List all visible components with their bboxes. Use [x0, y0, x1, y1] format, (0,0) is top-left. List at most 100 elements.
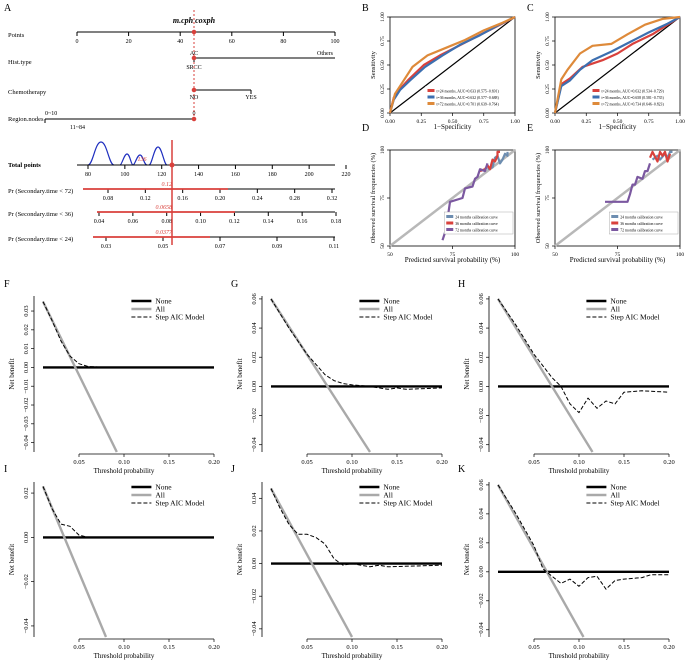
legend-entry: t=24 months, AUC=0.632 (0.534−0.729) [602, 90, 665, 95]
x-tick-label: 1.00 [510, 119, 520, 125]
highlight-dot-histtype [191, 55, 197, 61]
y-tick-label: −0.04 [251, 621, 258, 637]
x-tick-label: 0.15 [163, 459, 174, 466]
pr24-ticks: 0.03 0.05 0.07 0.09 0.11 [101, 237, 339, 250]
panel-label-k: K [458, 464, 466, 475]
x-tick-label: 0.20 [208, 459, 219, 466]
total-points-tick-label: 140 [194, 172, 203, 178]
pr36-ticks: 0.04 0.06 0.08 0.10 0.12 0.14 0.16 0.18 [94, 212, 342, 225]
legend-swatch [592, 95, 600, 99]
series-line-step-aic-model [497, 484, 669, 590]
legend-entry: All [610, 491, 620, 500]
x-tick-label: 0.10 [573, 459, 584, 466]
legend-entry: t=24 months, AUC=0.633 (0.575−0.691) [437, 90, 500, 95]
legend-entry: None [610, 297, 627, 306]
x-tick-label: 50 [387, 252, 393, 258]
x-tick-label: 0.10 [118, 644, 129, 651]
y-axis-label: Net benefit [236, 358, 244, 389]
y-tick-label: −0.02 [251, 589, 258, 604]
points-tick-label: 20 [126, 39, 132, 45]
legend-box [425, 86, 513, 108]
histtype-others: Others [317, 51, 334, 57]
legend-entry: None [155, 483, 172, 492]
y-tick-label: 0.02 [478, 537, 485, 548]
reference-diagonal [389, 149, 516, 247]
legend-swatch [427, 89, 435, 92]
pr36-tick-label: 0.04 [94, 219, 105, 225]
dca-chart-h: 0.05 0.10 0.15 0.20 −0.04 −0.02 0.00 0.02 0.04 0.… [463, 292, 675, 475]
nomogram: m.cph coxph Points 0 20 40 60 80 100 Hist.typ… [8, 10, 351, 250]
legend-box [609, 211, 679, 235]
y-tick-label: −0.04 [23, 434, 30, 450]
y-axis-label: Net benefit [463, 358, 471, 389]
y-tick-label: 0.00 [251, 558, 258, 569]
series-line-step-aic-model [270, 298, 443, 390]
panel-label-e: E [527, 123, 533, 134]
y-tick-label: 50 [380, 243, 386, 249]
x-tick-label: 75 [450, 252, 456, 258]
chemotherapy-yes: YES [245, 95, 256, 101]
region-nodes-high: 11~84 [70, 125, 85, 131]
x-axis-label: Threshold probability [322, 467, 383, 475]
legend-entry: None [383, 297, 400, 306]
x-tick-label: 0.05 [73, 459, 84, 466]
reference-diagonal [389, 16, 516, 114]
points-tick-label: 0 [76, 39, 79, 45]
pr36-tick-label: 0.12 [229, 219, 240, 225]
x-tick-label: 0.05 [528, 459, 539, 466]
x-tick-label: 0.50 [448, 119, 458, 125]
legend-box [590, 86, 678, 108]
y-tick-label: 0.00 [478, 381, 485, 392]
legend-entry: t=72 months, AUC=0.701 (0.639−0.764) [437, 103, 500, 108]
y-tick-label: 1.00 [380, 12, 386, 22]
pr24-marker: 0.0377 [156, 230, 174, 236]
series-line-all [41, 301, 118, 453]
x-tick-label: 0.20 [663, 644, 674, 651]
pr24-label: Pr (Secondary.time < 24) [8, 236, 73, 243]
y-axis-label: Net benefit [8, 358, 16, 389]
y-tick-label: 0.03 [23, 305, 30, 316]
legend-swatch [446, 215, 454, 218]
pr24-tick-label: 0.07 [215, 244, 226, 250]
y-tick-label: 0.04 [478, 322, 485, 334]
legend-entry: Step AIC Model [383, 313, 432, 322]
x-tick-label: 0.15 [391, 459, 402, 466]
legend-entry: 24 months calibration curve [455, 216, 498, 220]
dca-chart-g: 0.05 0.10 0.15 0.20 −0.04 −0.02 0.00 0.02 0.04 0.… [236, 292, 448, 475]
highlight-dot-chemo [191, 87, 197, 93]
x-tick-label: 0.25 [416, 119, 426, 125]
y-tick-label: 75 [545, 195, 551, 201]
y-tick-label: 0.00 [545, 108, 551, 118]
x-axis-label: Threshold probability [94, 652, 155, 660]
pr36-tick-label: 0.18 [331, 219, 342, 225]
x-axis-label: Threshold probability [94, 467, 155, 475]
x-tick-label: 0.75 [644, 119, 654, 125]
legend-entry: t=36 months, AUC=0.632 (0.577−0.688) [437, 96, 500, 101]
x-axis-label: 1−Specificity [599, 123, 637, 131]
y-axis-label: Net benefit [8, 544, 16, 575]
y-axis-label: Net benefit [236, 544, 244, 575]
series-line-36-months [553, 16, 681, 114]
y-axis-label: Net benefit [463, 544, 471, 575]
panel-label-j: J [231, 464, 235, 475]
x-tick-label: 0.05 [301, 644, 312, 651]
pr24-tick-label: 0.09 [272, 244, 283, 250]
x-tick-label: 0.00 [385, 119, 395, 125]
legend-entry: None [383, 483, 400, 492]
legend-entry: All [610, 305, 620, 314]
x-tick-label: 0.75 [479, 119, 489, 125]
y-tick-label: 0.06 [251, 292, 258, 304]
pr24-tick-label: 0.03 [101, 244, 112, 250]
x-tick-label: 0.10 [346, 459, 357, 466]
legend-entry: None [610, 483, 627, 492]
y-tick-label: −0.02 [478, 408, 485, 423]
y-tick-label: 1.00 [545, 12, 551, 22]
series-line-step-aic-model [42, 301, 214, 368]
x-tick-label: 0.20 [436, 644, 447, 651]
x-axis-label: Threshold probability [549, 467, 610, 475]
y-tick-label: −0.01 [23, 379, 30, 394]
dca-chart-i: 0.05 0.10 0.15 0.20 −0.04 −0.02 0.00 0.02 Thresh… [8, 482, 220, 660]
legend-entry: Step AIC Model [383, 499, 432, 508]
pr24-tick-label: 0.11 [329, 244, 339, 250]
